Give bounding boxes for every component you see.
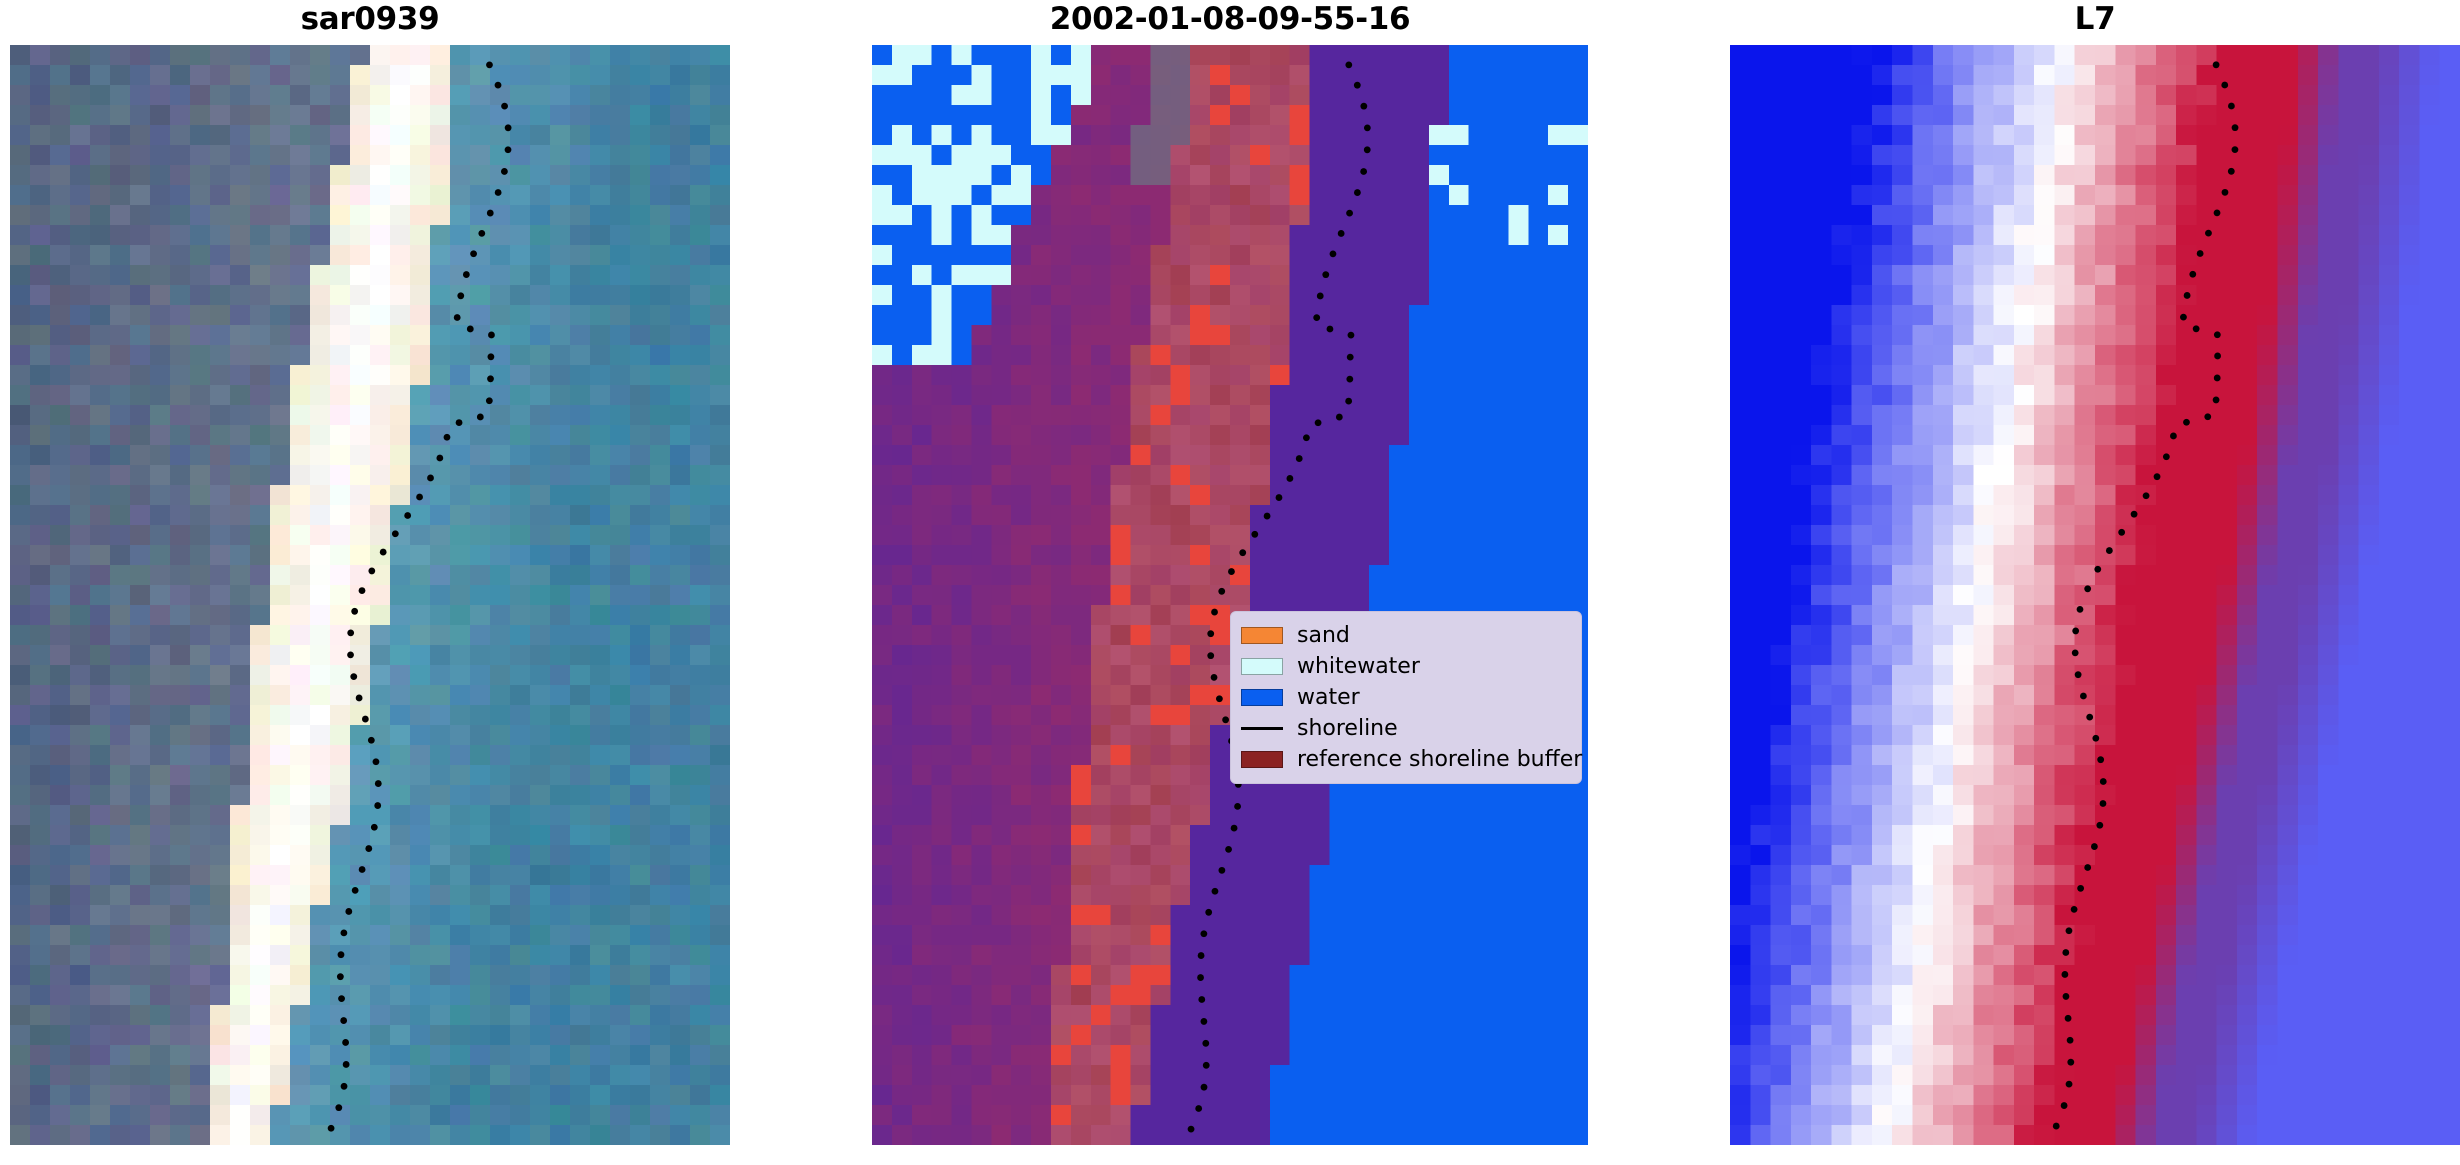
panel-sar-rgb: sar0939 [10, 0, 730, 1165]
panel-image-sar[interactable] [10, 45, 730, 1145]
legend-label-sand: sand [1297, 622, 1350, 648]
panel-title-date: 2002-01-08-09-55-16 [1049, 1, 1411, 37]
legend-item-reference-buffer: reference shoreline buffer [1241, 744, 1582, 775]
panel-image-l7[interactable] [1730, 45, 2460, 1145]
legend-item-shoreline: shoreline [1241, 713, 1571, 744]
legend-label-whitewater: whitewater [1297, 653, 1420, 679]
legend-swatch-whitewater [1241, 658, 1283, 675]
legend-swatch-sand [1241, 627, 1283, 644]
panel-title-sar: sar0939 [300, 1, 440, 37]
legend-swatch-reference-buffer [1241, 751, 1283, 768]
legend-label-shoreline: shoreline [1297, 715, 1398, 741]
legend-item-sand: sand [1241, 620, 1571, 651]
panel-l7-index: L7 [1730, 0, 2460, 1165]
panel-title-l7: L7 [2074, 1, 2116, 37]
panel-image-classification[interactable] [872, 45, 1588, 1145]
legend-item-whitewater: whitewater [1241, 651, 1571, 682]
panel-classification: 2002-01-08-09-55-16 [872, 0, 1588, 1165]
legend-label-reference-buffer: reference shoreline buffer [1297, 746, 1583, 772]
legend-swatch-water [1241, 689, 1283, 706]
legend-item-water: water [1241, 682, 1571, 713]
legend-line-shoreline [1241, 720, 1283, 737]
legend-label-water: water [1297, 684, 1360, 710]
legend-box: sand whitewater water shoreline referenc… [1230, 611, 1582, 784]
